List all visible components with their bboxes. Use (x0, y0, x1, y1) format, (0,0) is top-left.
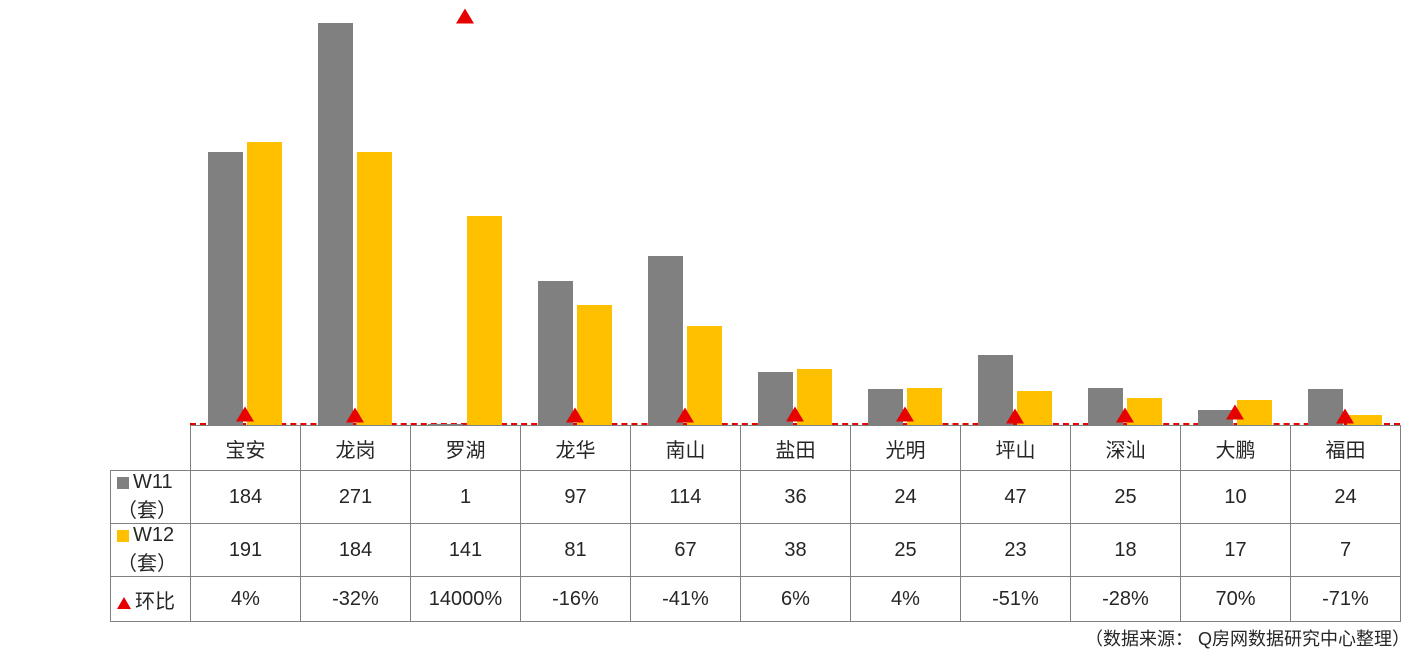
ratio-marker-icon (786, 406, 804, 421)
data-cell: 24 (851, 471, 961, 524)
ratio-marker-icon (896, 407, 914, 422)
data-cell: 25 (851, 524, 961, 577)
data-cell: 184 (191, 471, 301, 524)
ratio-marker-icon (346, 408, 364, 423)
data-cell: -51% (961, 577, 1071, 622)
data-cell: -41% (631, 577, 741, 622)
chart-column-group (190, 10, 300, 425)
data-cell: 36 (741, 471, 851, 524)
chart-column-group (1070, 10, 1180, 425)
bar-w11 (538, 281, 573, 425)
data-cell: -28% (1071, 577, 1181, 622)
data-cell: 271 (301, 471, 411, 524)
data-cell: 97 (521, 471, 631, 524)
chart-plot-area (190, 10, 1400, 425)
row-header-label: 环比 (135, 591, 175, 613)
category-header-cell: 大鹏 (1181, 426, 1291, 471)
category-header-cell: 宝安 (191, 426, 301, 471)
data-cell: 25 (1071, 471, 1181, 524)
chart-data-table: 宝安龙岗罗湖龙华南山盐田光明坪山深汕大鹏福田W11（套）184271197114… (110, 425, 1401, 622)
data-cell: 4% (191, 577, 301, 622)
legend-swatch-icon (117, 477, 129, 489)
ratio-marker-icon (456, 9, 474, 24)
data-cell: 17 (1181, 524, 1291, 577)
source-note: （数据来源： Q房网数据研究中心整理） (1085, 625, 1410, 651)
data-cell: 10 (1181, 471, 1291, 524)
data-cell: -71% (1291, 577, 1401, 622)
chart-column-group (520, 10, 630, 425)
data-cell: 114 (631, 471, 741, 524)
data-cell: 1 (411, 471, 521, 524)
data-cell: 141 (411, 524, 521, 577)
chart-column-group (960, 10, 1070, 425)
row-header-ratio: 环比 (111, 577, 191, 622)
category-header-cell: 深汕 (1071, 426, 1181, 471)
chart-column-group (1180, 10, 1290, 425)
bar-w11 (318, 23, 353, 425)
ratio-marker-icon (676, 408, 694, 423)
category-header-cell: 光明 (851, 426, 961, 471)
bar-w12 (357, 152, 392, 425)
bar-w11 (208, 152, 243, 425)
data-cell: 184 (301, 524, 411, 577)
bar-w11 (648, 256, 683, 425)
legend-triangle-icon (117, 597, 131, 609)
ratio-marker-icon (236, 407, 254, 422)
data-cell: 4% (851, 577, 961, 622)
category-header-cell: 福田 (1291, 426, 1401, 471)
category-header-cell: 罗湖 (411, 426, 521, 471)
ratio-marker-icon (1006, 408, 1024, 423)
data-cell: 191 (191, 524, 301, 577)
chart-column-group (740, 10, 850, 425)
category-header-cell: 龙华 (521, 426, 631, 471)
chart-column-group (1290, 10, 1400, 425)
category-header-cell: 南山 (631, 426, 741, 471)
data-cell: 7 (1291, 524, 1401, 577)
data-cell: 14000% (411, 577, 521, 622)
data-cell: 81 (521, 524, 631, 577)
ratio-marker-icon (566, 407, 584, 422)
chart-column-group (850, 10, 960, 425)
ratio-marker-icon (1336, 409, 1354, 424)
category-header-cell: 坪山 (961, 426, 1071, 471)
data-cell: 23 (961, 524, 1071, 577)
category-header-cell: 盐田 (741, 426, 851, 471)
chart-column-group (410, 10, 520, 425)
row-header-w12: W12（套） (111, 524, 191, 577)
data-cell: 67 (631, 524, 741, 577)
data-cell: -32% (301, 577, 411, 622)
data-cell: -16% (521, 577, 631, 622)
data-cell: 6% (741, 577, 851, 622)
data-cell: 47 (961, 471, 1071, 524)
data-cell: 18 (1071, 524, 1181, 577)
legend-swatch-icon (117, 530, 129, 542)
row-header-w11: W11（套） (111, 471, 191, 524)
table-corner-cell (111, 426, 191, 471)
chart-container: 宝安龙岗罗湖龙华南山盐田光明坪山深汕大鹏福田W11（套）184271197114… (0, 0, 1414, 663)
chart-column-group (630, 10, 740, 425)
data-cell: 38 (741, 524, 851, 577)
bar-w12 (467, 216, 502, 425)
bar-w12 (247, 142, 282, 425)
category-header-cell: 龙岗 (301, 426, 411, 471)
data-cell: 24 (1291, 471, 1401, 524)
ratio-marker-icon (1116, 407, 1134, 422)
data-cell: 70% (1181, 577, 1291, 622)
chart-column-group (300, 10, 410, 425)
ratio-marker-icon (1226, 405, 1244, 420)
